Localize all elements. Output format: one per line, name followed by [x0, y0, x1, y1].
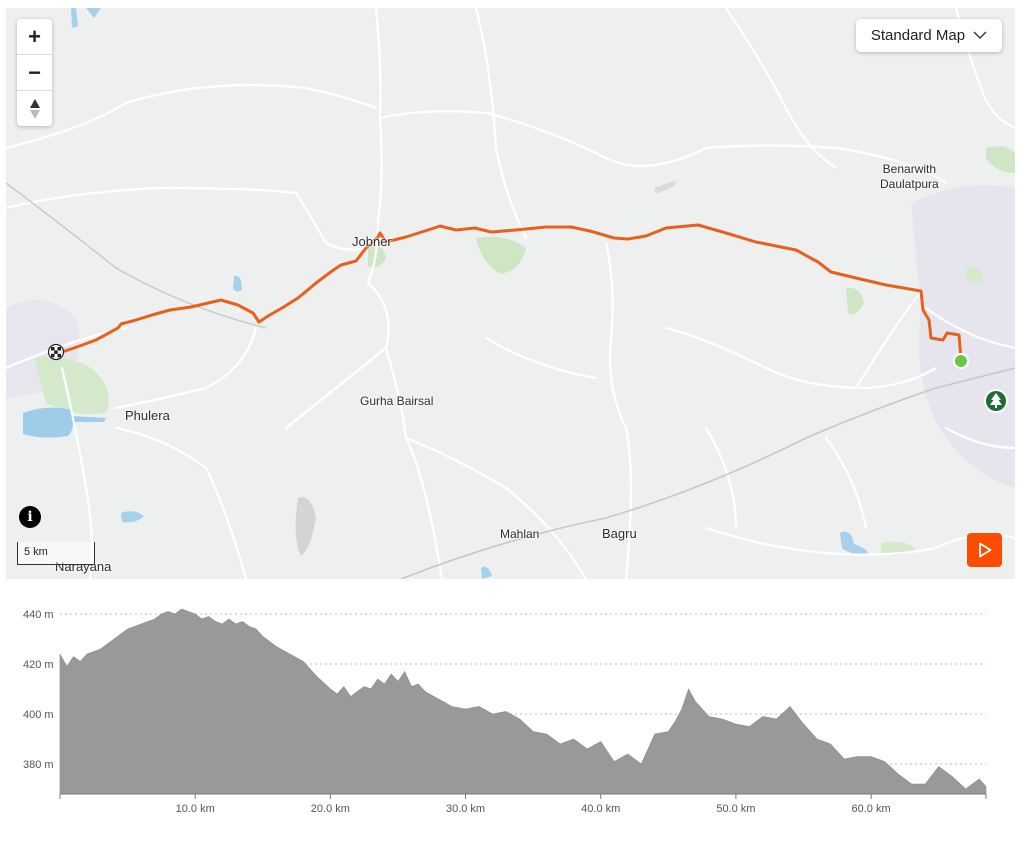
start-marker[interactable]: [953, 353, 969, 369]
map-base-layer: [6, 8, 1015, 579]
jaipur-urban-area: [911, 185, 1015, 488]
y-tick-label: 400 m: [23, 709, 54, 721]
place-label-line: Daulatpura: [880, 177, 939, 191]
place-label-bagru: Bagru: [602, 526, 637, 541]
y-tick-label: 440 m: [23, 609, 54, 621]
lake: [72, 416, 106, 422]
elevation-area: [59, 608, 987, 795]
x-tick-label: 30.0 km: [446, 803, 485, 815]
x-tick-label: 10.0 km: [176, 803, 215, 815]
play-icon: [978, 542, 991, 558]
place-label-jobner: Jobner: [352, 234, 392, 249]
map-type-select[interactable]: Standard Map: [856, 19, 1002, 52]
lake: [23, 407, 74, 438]
railway-line: [400, 367, 1015, 579]
green-area: [846, 287, 864, 315]
place-label-benarwith-daulatpura: Benarwith Daulatpura: [880, 162, 939, 192]
chevron-down-icon: [973, 31, 987, 39]
railway-line: [6, 182, 267, 329]
y-tick-label: 420 m: [23, 659, 54, 671]
map-view[interactable]: Jobner Phulera Gurha Bairsal Benarwith D…: [6, 8, 1015, 579]
canal: [71, 8, 78, 28]
pond: [121, 511, 144, 523]
route-line: [60, 223, 963, 361]
zoom-out-button[interactable]: −: [17, 55, 52, 91]
info-button[interactable]: i: [19, 506, 41, 528]
green-area: [986, 146, 1015, 173]
hill: [295, 497, 316, 556]
pond: [481, 566, 492, 579]
x-tick-label: 20.0 km: [311, 803, 350, 815]
place-label-line: Benarwith: [882, 162, 937, 176]
green-area: [966, 266, 984, 284]
y-tick-label: 380 m: [23, 759, 54, 771]
canal: [86, 8, 101, 18]
compass-button[interactable]: [17, 91, 52, 126]
elevation-chart[interactable]: 440 m 420 m 400 m 380 m 10.0 km 20.0 km 30.0 …: [0, 579, 1024, 843]
pond: [840, 531, 868, 554]
x-tick-label: 50.0 km: [716, 803, 755, 815]
green-area: [34, 356, 109, 415]
hill: [654, 180, 676, 194]
elevation-y-axis: 440 m 420 m 400 m 380 m: [23, 609, 54, 771]
zoom-control: + −: [17, 19, 52, 126]
green-area: [368, 245, 386, 268]
map-type-label: Standard Map: [870, 27, 966, 44]
tree-marker-icon[interactable]: [984, 389, 1008, 413]
place-label-phulera: Phulera: [125, 408, 170, 423]
scale-label: 5 km: [24, 546, 48, 558]
zoom-in-button[interactable]: +: [17, 19, 52, 55]
scale-bar: 5 km: [17, 542, 95, 565]
elevation-x-axis: 10.0 km 20.0 km 30.0 km 40.0 km 50.0 km 60.0 …: [59, 793, 987, 815]
x-tick-label: 60.0 km: [852, 803, 891, 815]
finish-marker-icon[interactable]: [47, 343, 65, 361]
elevation-profile: [59, 608, 987, 795]
pond: [233, 275, 242, 292]
green-area: [476, 236, 526, 274]
place-label-mahlan: Mahlan: [500, 527, 540, 541]
play-flyover-button[interactable]: [967, 533, 1002, 567]
compass-icon: [29, 98, 40, 119]
x-tick-label: 40.0 km: [581, 803, 620, 815]
place-label-gurha-bairsal: Gurha Bairsal: [360, 394, 434, 408]
